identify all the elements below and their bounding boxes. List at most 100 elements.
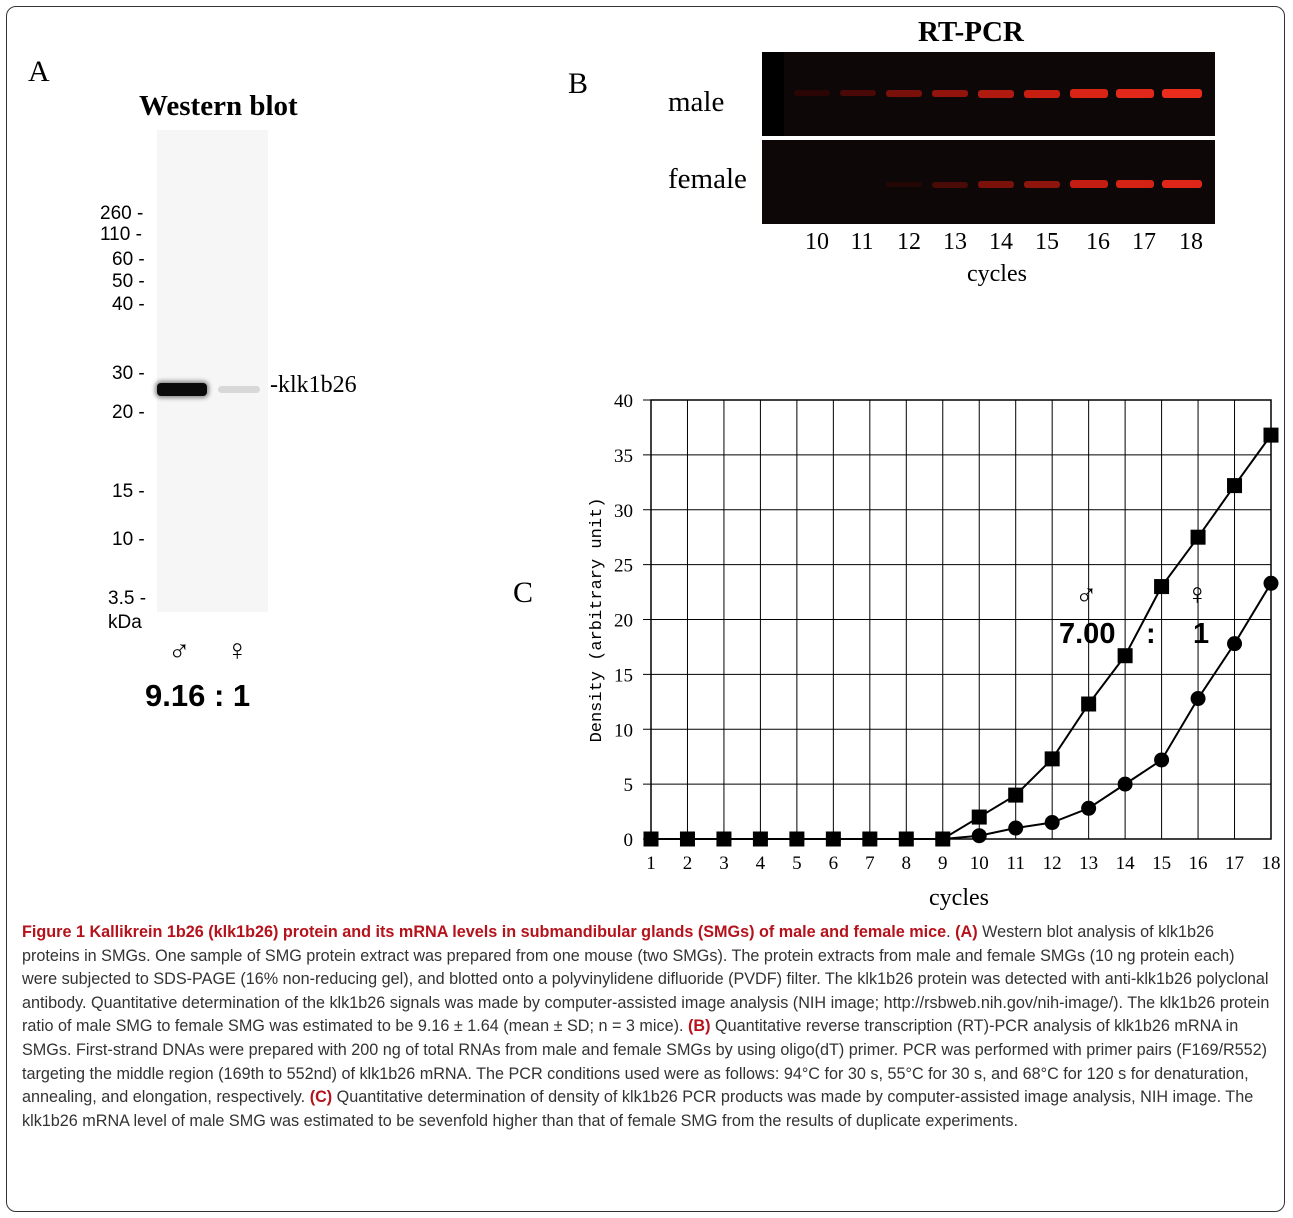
y-tick-label: 40 [614, 391, 633, 412]
protein-ratio: 9.16 : 1 [145, 678, 251, 713]
female-row-label: female [668, 163, 747, 195]
chart-x-axis-label: cycles [929, 885, 989, 911]
lane-label: 12 [897, 229, 921, 255]
data-point-circle [1154, 752, 1170, 768]
x-tick-label: 5 [792, 853, 802, 874]
data-point-square [1117, 648, 1133, 664]
x-tick-label: 18 [1262, 853, 1281, 874]
x-tick-label: 7 [865, 853, 875, 874]
x-tick-label: 14 [1116, 853, 1136, 874]
klk1b26-band-label: -klk1b26 [270, 372, 357, 398]
data-point-circle [971, 828, 987, 844]
x-tick-label: 8 [902, 853, 912, 874]
chart-male-symbol: ♂ [1075, 578, 1098, 611]
male-band [794, 90, 830, 96]
male-band [840, 90, 876, 96]
y-tick-label: 35 [614, 446, 633, 467]
mw-marker: 15 - [112, 481, 145, 502]
x-tick-label: 10 [970, 853, 989, 874]
male-row-label: male [668, 86, 725, 118]
data-point-circle [1117, 776, 1133, 792]
chart-markers [643, 427, 1279, 847]
chart-tick-labels: 1 2 3 4 5 6 7 8 9 10 11 12 13 14 15 16 17 180510152025303… [614, 391, 1281, 874]
caption-ref-c: (C) [309, 1088, 333, 1107]
lane-label: 16 [1086, 229, 1110, 255]
male-band [1070, 89, 1108, 98]
figure-frame [6, 6, 1285, 1212]
x-tick-label: 17 [1225, 853, 1244, 874]
data-point-circle [716, 831, 732, 847]
data-point-square [1227, 478, 1243, 494]
chart-ratio-female: 1 [1193, 618, 1210, 650]
kda-unit: kDa [108, 612, 142, 633]
data-point-circle [789, 831, 805, 847]
mw-marker: 110 - [100, 224, 142, 245]
female-gel-image [762, 140, 1215, 224]
female-band [218, 386, 260, 393]
x-tick-label: 2 [683, 853, 693, 874]
x-tick-label: 6 [829, 853, 839, 874]
data-point-circle [1008, 820, 1024, 836]
lane-label: 13 [943, 229, 967, 255]
caption-text-b: Quantitative reverse transcription (RT)-… [22, 1017, 1268, 1107]
chart-female-symbol: ♀ [1186, 578, 1209, 611]
chart-ratio-separator: : [1146, 618, 1156, 650]
male-band [1162, 89, 1202, 98]
caption-ref-b: (B) [688, 1017, 711, 1036]
series-line-circle [651, 582, 1272, 840]
panel-b-label: B [568, 67, 589, 100]
data-point-square [1190, 529, 1206, 545]
male-band [157, 383, 207, 396]
data-point-circle [1044, 815, 1060, 831]
female-band [978, 181, 1014, 188]
y-tick-label: 30 [614, 501, 633, 522]
x-tick-label: 15 [1152, 853, 1171, 874]
male-band [932, 90, 968, 97]
data-point-square [971, 809, 987, 825]
density-chart: 1 2 3 4 5 6 7 8 9 10 11 12 13 14 15 16 17 180510152025303… [588, 391, 1281, 911]
caption-text-c: Quantitative determination of density of… [22, 1088, 1254, 1130]
data-point-square [1044, 751, 1060, 767]
female-band [1162, 180, 1202, 188]
lane-label: 14 [989, 229, 1013, 255]
female-band [1116, 180, 1154, 188]
caption-text-a: Western blot analysis of klk1b26 protein… [22, 923, 1270, 1036]
data-point-circle [752, 831, 768, 847]
western-blot-image [157, 130, 268, 612]
x-tick-label: 13 [1079, 853, 1098, 874]
mw-marker: 260 - [100, 203, 144, 224]
mw-marker: 10 - [112, 529, 145, 550]
data-point-circle [862, 831, 878, 847]
caption-lead: Figure 1 Kallikrein 1b26 (klk1b26) prote… [22, 923, 947, 941]
x-tick-label: 11 [1007, 853, 1025, 874]
data-point-circle [898, 831, 914, 847]
data-point-circle [643, 831, 659, 847]
data-point-circle [825, 831, 841, 847]
lane-label: 17 [1132, 229, 1156, 255]
data-point-circle [1081, 800, 1097, 816]
y-tick-label: 15 [614, 665, 633, 686]
data-point-circle [935, 831, 951, 847]
mw-marker: 20 - [112, 402, 145, 423]
male-band [1116, 89, 1154, 98]
x-tick-label: 16 [1189, 853, 1208, 874]
male-gel-image [762, 52, 1215, 136]
y-tick-label: 0 [624, 830, 634, 851]
data-point-circle [679, 831, 695, 847]
figure-caption: Figure 1 Kallikrein 1b26 (klk1b26) prote… [22, 921, 1274, 1133]
data-point-circle [1263, 575, 1279, 591]
gel-well-shadow [762, 52, 784, 136]
y-tick-label: 25 [614, 556, 633, 577]
data-point-circle [1227, 636, 1243, 652]
male-band [978, 90, 1014, 98]
female-band [1024, 181, 1060, 188]
mw-marker: 3.5 - [108, 588, 147, 609]
data-point-square [1154, 579, 1170, 595]
mw-marker: 60 - [112, 249, 145, 270]
female-band [932, 182, 968, 188]
series-line-square [651, 434, 1272, 840]
panel-c-label: C [513, 576, 534, 609]
lane-label: 18 [1179, 229, 1203, 255]
chart-axes [643, 399, 1272, 840]
male-band [1024, 90, 1060, 98]
